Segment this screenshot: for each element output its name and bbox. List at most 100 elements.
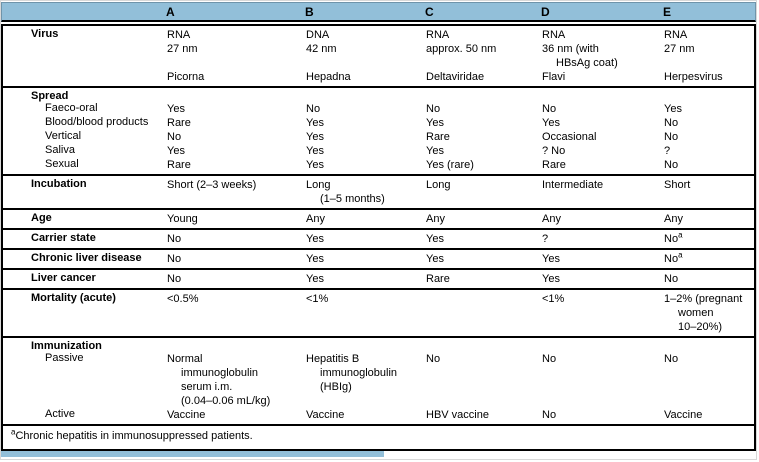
cell-c: Yes (rare): [426, 158, 542, 172]
cell-line: 27 nm: [664, 43, 695, 55]
cell-e: Short: [664, 178, 754, 206]
cell-line: Yes: [167, 145, 185, 157]
cell-d: ?: [542, 232, 664, 246]
cell-line: No: [542, 409, 557, 421]
cell-line: immunoglobulin: [181, 367, 259, 379]
cell-e: Vaccine: [664, 408, 754, 422]
cell-c: HBV vaccine: [426, 408, 542, 422]
cell-c: Rare: [426, 272, 542, 286]
cell-line: Yes: [306, 145, 324, 157]
cell-line: (0.04–0.06 mL/kg): [181, 395, 271, 407]
row-label: Active: [45, 408, 75, 420]
cell-line: women: [678, 307, 714, 319]
table-row-virus: Virus RNA 27 nm Picorna DNA 42 nm Hepadna RNA ap…: [3, 28, 754, 84]
column-header-b: B: [305, 4, 315, 19]
cell-d: Yes: [542, 116, 664, 130]
row-label: Immunization: [31, 340, 102, 352]
cell-line: <1%: [306, 293, 329, 305]
row-label: Virus: [31, 28, 59, 40]
cell-line: Noa: [664, 230, 683, 245]
table-row-chronic-liver-disease: Chronic liver disease No Yes Yes Yes Noa: [3, 250, 754, 266]
cell-line: No: [167, 233, 182, 245]
cell-line: Yes: [426, 253, 444, 265]
cell-line: HBV vaccine: [426, 409, 489, 421]
table-row-saliva: Saliva Yes Yes Yes ? No?: [3, 144, 754, 158]
cell-d: Yes: [542, 252, 664, 266]
table-section: Liver cancer No Yes Rare Yes No: [3, 268, 754, 288]
cell-line: No: [167, 273, 182, 285]
cell-line: HBsAg coat): [556, 57, 618, 69]
cell-line: Yes: [306, 273, 324, 285]
cell-line: Picorna: [167, 71, 205, 83]
cell-line: Yes: [167, 103, 185, 115]
cell-line: Rare: [542, 159, 566, 171]
cell-line: No: [306, 103, 321, 115]
cell-line: immunoglobulin: [320, 367, 398, 379]
row-label: Vertical: [45, 130, 82, 142]
cell-line: Hepadna: [306, 71, 351, 83]
cell-a: Normal immunoglobulin serum i.m. (0.04–0.06…: [167, 352, 306, 408]
cell-line: Yes: [542, 253, 560, 265]
column-header-d: D: [541, 4, 551, 19]
column-header-c: C: [425, 4, 435, 19]
table-section: Mortality (acute) <0.5% <1% <1% 1–2% (pregna…: [3, 288, 754, 336]
table-section: Spread Faeco-oral Yes No No No Yes Blood/blood …: [3, 86, 754, 174]
cell-b: DNA 42 nm Hepadna: [306, 28, 426, 84]
cell-e: Noa: [664, 250, 754, 266]
cell-line: Yes: [306, 117, 324, 129]
cell-b: <1%: [306, 292, 426, 334]
cell-line: serum i.m.: [181, 381, 233, 393]
table-row-active: Active Vaccine Vaccine HBV vaccine No Vaccine: [3, 408, 754, 422]
cell-a: Short (2–3 weeks): [167, 178, 306, 206]
cell-a: No: [167, 272, 306, 286]
cell-e: No: [664, 130, 754, 144]
cell-line: Vaccine: [664, 409, 703, 421]
cell-line: ? No: [542, 145, 566, 157]
row-label: Sexual: [45, 158, 79, 170]
table-section: Immunization Passive Normal immunoglobulin s…: [3, 336, 754, 424]
row-label: Spread: [31, 90, 69, 102]
cell-c: Long: [426, 178, 542, 206]
cell-e: Noa: [664, 230, 754, 246]
cell-line: Flavi: [542, 71, 566, 83]
row-label: Liver cancer: [31, 272, 96, 284]
cell-line: Short (2–3 weeks): [167, 179, 257, 191]
cell-line: Intermediate: [542, 179, 604, 191]
cell-c: [426, 292, 542, 334]
superscript-marker: a: [678, 250, 683, 260]
cell-line: Yes: [542, 273, 560, 285]
table-section: Carrier state No Yes Yes? Noa: [3, 228, 754, 248]
cell-a: Yes: [167, 102, 306, 116]
cell-a: Rare: [167, 158, 306, 172]
cell-d: Occasional: [542, 130, 664, 144]
table-section: Chronic liver disease No Yes Yes Yes Noa: [3, 248, 754, 268]
cell-line: DNA: [306, 29, 330, 41]
cell-line: Long: [426, 179, 451, 191]
cell-d: Any: [542, 212, 664, 226]
spacer-line: [664, 56, 750, 70]
footnote: aChronic hepatitis in immunosuppressed p…: [3, 424, 754, 449]
cell-line: Yes (rare): [426, 159, 474, 171]
spacer-line: [306, 56, 422, 70]
cell-c: No: [426, 102, 542, 116]
table-row-incubation: Incubation Short (2–3 weeks) Long (1–5 mont…: [3, 178, 754, 206]
cell-d: Rare: [542, 158, 664, 172]
cell-c: Rare: [426, 130, 542, 144]
cell-line: Any: [426, 213, 445, 225]
footnote-text: Chronic hepatitis in immunosuppressed pa…: [15, 430, 253, 442]
cell-a: Yes: [167, 144, 306, 158]
cell-line: Rare: [167, 117, 191, 129]
cell-line: Long: [306, 179, 331, 191]
cell-line: No: [167, 131, 182, 143]
cell-c: Any: [426, 212, 542, 226]
cell-a: Vaccine: [167, 408, 306, 422]
cell-line: Yes: [426, 233, 444, 245]
cell-b: Yes: [306, 130, 426, 144]
cell-line: (HBIg): [320, 381, 352, 393]
row-label: Blood/blood products: [45, 116, 149, 128]
table-section: Age Young Any Any Any Any: [3, 208, 754, 228]
cell-line: Vaccine: [167, 409, 206, 421]
cell-line: (1–5 months): [320, 193, 385, 205]
column-header-e: E: [663, 4, 672, 19]
cell-line: Noa: [664, 250, 683, 265]
